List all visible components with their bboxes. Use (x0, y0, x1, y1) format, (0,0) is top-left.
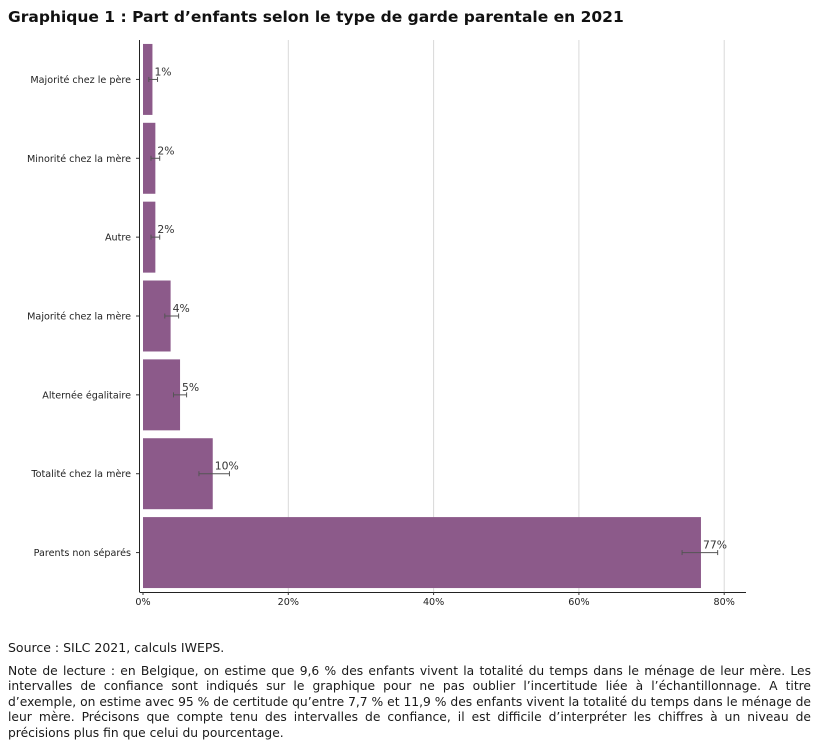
bar-2 (143, 201, 156, 273)
data-label-2: 2% (157, 223, 174, 236)
data-label-3: 4% (173, 302, 190, 315)
category-label-1: Minorité chez la mère (27, 153, 131, 165)
x-tick-labels: 0% 20% 40% 60% 80% (135, 597, 734, 606)
category-label-3: Majorité chez la mère (27, 311, 131, 323)
bar-6 (143, 517, 701, 589)
category-label-0: Majorité chez le père (30, 74, 131, 86)
data-label-4: 5% (182, 381, 199, 394)
error-bars (148, 76, 719, 556)
data-label-1: 2% (157, 144, 174, 157)
category-labels: Majorité chez le père Minorité chez la mè… (27, 74, 131, 559)
x-tick-label-20: 20% (278, 597, 299, 606)
data-label-5: 10% (215, 460, 239, 473)
source-note: Source : SILC 2021, calculs IWEPS. (8, 640, 225, 655)
chart-title: Graphique 1 : Part d’enfants selon le ty… (8, 8, 624, 26)
category-label-6: Parents non séparés (34, 547, 131, 559)
category-label-5: Totalité chez la mère (30, 468, 131, 480)
category-label-4: Alternée égalitaire (42, 389, 131, 401)
data-label-0: 1% (154, 65, 171, 78)
bar-chart: 1% 2% 2% 4% 5% 10% 77% Majorité chez le père Mi… (27, 40, 746, 606)
category-label-2: Autre (105, 233, 131, 244)
bars (143, 43, 701, 589)
x-tick-label-40: 40% (423, 597, 444, 606)
data-labels: 1% 2% 2% 4% 5% 10% 77% (154, 65, 727, 551)
x-tick-label-80: 80% (714, 597, 735, 606)
data-label-6: 77% (703, 539, 727, 552)
x-tick-label-0: 0% (135, 597, 150, 606)
axes (136, 40, 746, 595)
bar-1 (143, 122, 156, 194)
x-tick-label-60: 60% (568, 597, 589, 606)
reading-note: Note de lecture : en Belgique, on estime… (8, 664, 811, 740)
grid-lines (287, 40, 725, 592)
bar-0 (143, 43, 153, 115)
